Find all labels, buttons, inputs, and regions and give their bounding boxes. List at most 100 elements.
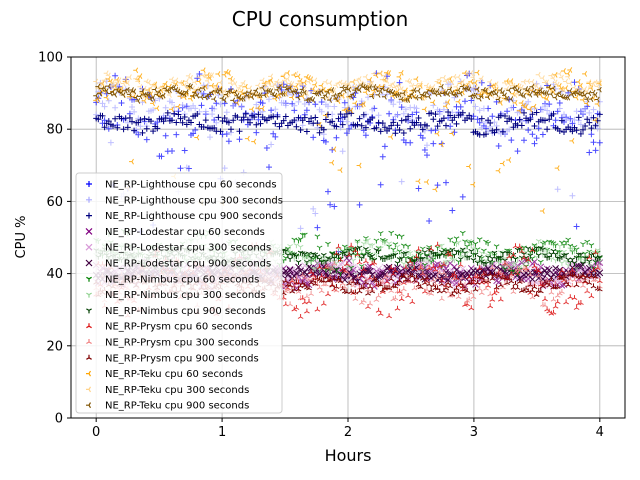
series-8-point xyxy=(293,254,300,260)
series-8-point xyxy=(527,253,534,259)
series-8-point xyxy=(483,261,489,267)
series-5-point xyxy=(383,264,391,272)
series-0-point xyxy=(362,132,369,139)
series-0-point xyxy=(409,111,416,118)
series-7-point xyxy=(535,238,542,244)
series-10-point xyxy=(537,277,544,283)
series-11-point xyxy=(422,280,428,285)
series-2-point xyxy=(443,122,449,129)
series-9-point xyxy=(559,267,565,273)
series-9-point xyxy=(573,305,580,310)
series-13-point xyxy=(571,84,577,91)
series-13-point xyxy=(169,76,174,83)
series-10-point xyxy=(506,265,513,271)
series-2-point xyxy=(430,116,437,123)
series-13-point xyxy=(518,84,524,91)
legend-label-7: NE_RP-Nimbus cpu 300 seconds xyxy=(105,290,266,301)
series-0-point xyxy=(213,100,220,107)
series-2-point xyxy=(428,110,435,116)
series-9-point xyxy=(552,303,559,309)
series-2-point xyxy=(518,122,525,129)
series-13-point xyxy=(487,79,493,85)
series-12-point xyxy=(470,181,476,188)
series-12-point xyxy=(539,208,545,214)
series-2-point xyxy=(516,116,523,123)
legend-label-8: NE_RP-Nimbus cpu 900 seconds xyxy=(105,306,266,317)
series-10-point xyxy=(333,287,340,293)
series-6-point xyxy=(373,238,380,244)
series-12-point xyxy=(331,146,337,153)
series-0-point xyxy=(396,79,403,86)
series-12-point xyxy=(415,178,421,185)
series-7-point xyxy=(550,243,557,249)
series-5-point xyxy=(295,263,302,271)
series-6-point xyxy=(314,234,321,240)
series-12-point xyxy=(573,94,579,101)
series-2-point xyxy=(188,119,194,126)
series-0-point xyxy=(318,99,325,105)
series-13-point xyxy=(478,75,484,82)
series-7-point xyxy=(293,243,300,249)
series-9-point xyxy=(426,265,432,271)
y-tick-label: 100 xyxy=(38,51,63,66)
series-13-point xyxy=(274,78,280,85)
series-11-point xyxy=(525,288,532,294)
series-8-point xyxy=(535,253,542,259)
series-7-point xyxy=(455,240,462,246)
series-10-point xyxy=(384,272,390,278)
series-13-point xyxy=(183,78,189,85)
series-9-point xyxy=(398,296,405,302)
series-1-point xyxy=(217,101,224,108)
series-2-point xyxy=(573,127,580,134)
series-9-point xyxy=(554,299,561,305)
series-2-point xyxy=(251,114,258,121)
series-0-point xyxy=(322,138,329,145)
series-13-point xyxy=(453,84,459,90)
series-6-point xyxy=(447,237,454,243)
series-2-point xyxy=(341,114,348,120)
series-12-point xyxy=(413,76,419,82)
series-9-point xyxy=(438,277,445,283)
series-13-point xyxy=(371,70,377,77)
series-2-point xyxy=(257,120,264,127)
series-5-point xyxy=(293,269,300,277)
series-8-point xyxy=(491,250,498,256)
series-2-point xyxy=(424,122,430,129)
series-2-point xyxy=(558,117,565,124)
series-2-point xyxy=(129,118,135,125)
series-0-point xyxy=(474,116,481,123)
series-11-point xyxy=(586,279,593,285)
legend-label-3: NE_RP-Lodestar cpu 60 seconds xyxy=(105,227,265,238)
series-13-point xyxy=(464,70,470,77)
series-0-point xyxy=(112,72,119,79)
series-9-point xyxy=(413,253,420,259)
series-2-point xyxy=(531,123,538,129)
series-9-point xyxy=(377,310,384,316)
series-11-point xyxy=(306,285,312,291)
series-5-point xyxy=(286,266,294,274)
series-0-point xyxy=(331,203,338,210)
series-8-point xyxy=(403,251,409,256)
series-1-point xyxy=(192,105,199,112)
series-13-point xyxy=(181,82,187,89)
series-10-point xyxy=(438,296,445,301)
series-8-point xyxy=(470,257,477,263)
series-11-point xyxy=(514,285,521,290)
series-2-point xyxy=(440,115,447,122)
series-0-point xyxy=(546,101,553,108)
series-8-point xyxy=(563,252,569,258)
series-0-point xyxy=(556,100,563,106)
series-0-point xyxy=(489,113,496,120)
series-13-point xyxy=(548,72,554,79)
series-8-point xyxy=(596,255,603,260)
series-11-point xyxy=(531,284,538,290)
series-11-point xyxy=(571,272,578,278)
series-2-point xyxy=(451,114,458,121)
series-12-point xyxy=(234,100,240,106)
series-1-point xyxy=(150,106,157,113)
y-tick-label: 0 xyxy=(55,412,63,427)
series-11-point xyxy=(588,273,595,279)
series-1-point xyxy=(508,104,515,111)
series-2-point xyxy=(131,127,138,134)
series-11-point xyxy=(337,278,344,284)
